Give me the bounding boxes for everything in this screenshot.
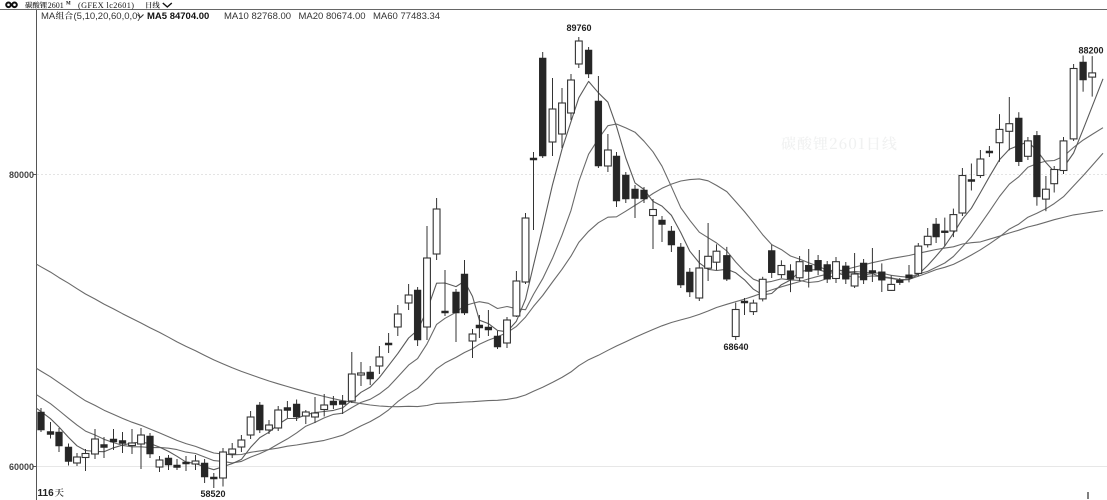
svg-text:68640: 68640 [723, 342, 748, 352]
svg-text:89760: 89760 [566, 23, 591, 33]
svg-text:MA20 80674.00: MA20 80674.00 [299, 11, 366, 22]
svg-text:MA10 82768.00: MA10 82768.00 [224, 11, 291, 22]
svg-text:MA60 77483.34: MA60 77483.34 [373, 11, 440, 22]
svg-text:(GFEX lc2601): (GFEX lc2601) [78, 1, 134, 10]
svg-text:2601: 2601 [48, 1, 64, 10]
svg-text:M: M [66, 2, 71, 7]
svg-text:116: 116 [38, 488, 55, 499]
svg-text:MA: MA [41, 11, 56, 22]
svg-text:60000: 60000 [9, 462, 34, 472]
svg-text:(5,10,20,60,0,0): (5,10,20,60,0,0) [74, 11, 141, 22]
svg-text:88200: 88200 [1078, 46, 1103, 56]
svg-text:MA5 84704.00: MA5 84704.00 [147, 11, 209, 22]
svg-text:58520: 58520 [200, 489, 225, 499]
svg-text:80000: 80000 [9, 170, 34, 180]
